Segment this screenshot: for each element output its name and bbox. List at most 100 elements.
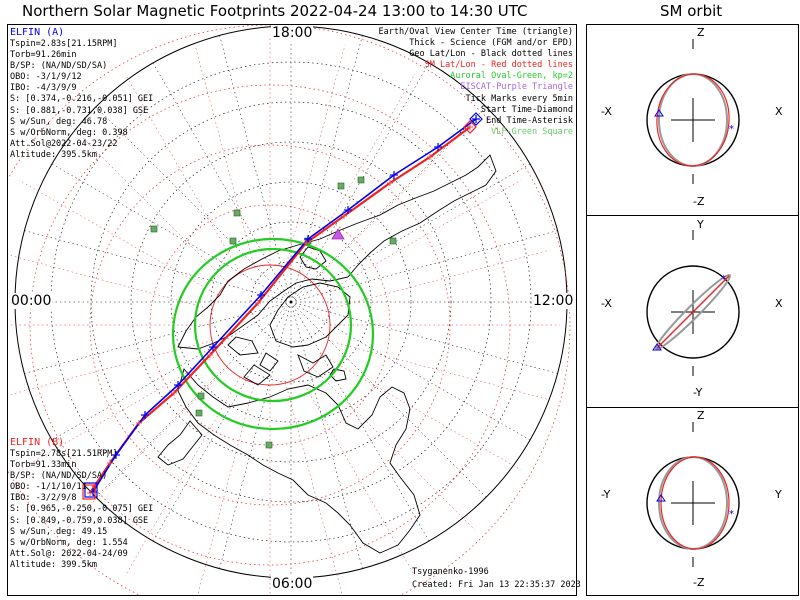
geo-lon-line	[290, 301, 363, 569]
legend-item: Geo Lat/Lon - Black dotted lines	[409, 49, 573, 60]
elfin-b-end-asterisk	[82, 484, 96, 500]
geo-lon-line	[95, 301, 292, 498]
sm-grid	[8, 25, 571, 595]
elfin-a-start-diamond	[469, 112, 483, 126]
sm-lon-line	[312, 367, 476, 531]
elfin-b-name: ELFIN (B)	[10, 437, 65, 448]
elfin-a-end-asterisk	[84, 482, 98, 498]
info-line: Tspin=2.78s[21.51RPM]	[10, 449, 118, 459]
orbit-plot-xz: *	[646, 39, 740, 184]
geo-lon-line	[24, 230, 292, 303]
vlf-square	[197, 392, 205, 400]
vlf-square	[195, 409, 203, 417]
triangle-marker	[656, 494, 666, 502]
vlf-stations	[150, 176, 397, 449]
orbit-ellipse	[654, 273, 732, 351]
legend-item: SM Lat/Lon - Red dotted lines	[424, 60, 573, 71]
sm-lon-line	[321, 179, 522, 296]
model-label: Tsyganenko-1996	[412, 567, 489, 577]
hour-label-left: 00:00	[10, 293, 53, 309]
geo-lon-line	[290, 301, 430, 542]
axis-bottom-label: -Z	[693, 576, 705, 589]
info-line: OBO: -1/1/10/11	[10, 482, 87, 493]
legend-item: Thick - Science (FGM and/or EPD)	[409, 38, 573, 49]
legend-item: Start Time-Diamond	[480, 104, 573, 115]
auroral-ovals	[171, 237, 375, 431]
created-label: Created: Fri Jan 13 22:35:37 2023	[412, 580, 581, 590]
legend: Earth/Oval View Center Time (triangle) Th…	[379, 27, 573, 138]
info-line: S w/OrbNorm, deg: 0.398	[10, 127, 128, 138]
geo-lon-line	[152, 62, 292, 303]
north-america-coast	[177, 368, 421, 554]
info-line: Att.Sol@: 2022-04-24/09	[10, 548, 128, 559]
elfin-b-lines: Tspin=2.78s[21.51RPM] Torb=91.33min B/SP: …	[10, 449, 153, 571]
axis-bottom-label: -Z	[693, 195, 705, 208]
sm-lon-line	[194, 44, 255, 268]
coastlines	[157, 154, 497, 554]
info-line: IBO: -3/2/9/8	[10, 493, 77, 504]
scandinavia-coast	[299, 246, 327, 270]
info-line: Altitude: 399.5km	[10, 559, 97, 570]
axis-right-label: Y	[775, 488, 782, 501]
info-line: Torb=91.33min	[10, 460, 77, 471]
axis-top-label: Z	[697, 26, 705, 39]
elfin-a-lines: Tspin=2.83s[21.15RPM] Torb=91.26min B/SP: …	[10, 39, 153, 161]
axis-top-label: Y	[697, 218, 704, 231]
info-line: Torb=91.26min	[10, 50, 77, 61]
elfin-a-info: ELFIN (A) Tspin=2.83s[21.15RPM] Torb=91.2…	[10, 27, 153, 161]
auroral-oval-outer	[171, 237, 375, 431]
orbit-panel-yz: * Z -Z -Y Y	[586, 407, 799, 596]
geo-lon-line	[219, 301, 292, 569]
hour-label-bottom: 06:00	[271, 576, 314, 592]
geo-lon-line	[51, 163, 292, 303]
info-line: S: [0.374,-0.216,-0.051] GEI	[10, 94, 154, 105]
info-line: S: [0.965,-0.250,-0.075] GEI	[10, 504, 154, 515]
info-line: S w/Sun, deg: 46.78	[10, 116, 108, 127]
geo-lon-line	[152, 301, 292, 542]
elfin-b-start-diamond	[463, 120, 477, 134]
orbit-line-b	[656, 275, 730, 349]
triangle-marker	[652, 343, 662, 351]
auroral-oval-inner	[193, 247, 353, 403]
axis-left-label: -Y	[601, 488, 611, 501]
info-line: OBO: -3/1/9/12	[10, 72, 82, 83]
orbit-title: SM orbit	[660, 2, 723, 20]
axis-right-label: X	[775, 297, 783, 310]
geo-lon-line	[290, 301, 558, 374]
vlf-square	[389, 237, 397, 245]
axis-right-label: X	[775, 105, 783, 118]
geo-lon-line	[51, 301, 292, 441]
hour-label-right: 12:00	[532, 293, 575, 309]
footprint-map	[8, 25, 571, 595]
info-line: S: [0.881,-0.731,0.038] GSE	[10, 105, 149, 116]
asterisk-marker: *	[721, 274, 726, 285]
orbit-panel-xy: * Y -Y -X X	[586, 215, 799, 408]
geo-lat-circle	[130, 141, 452, 463]
geo-lon-line	[290, 163, 531, 303]
axis-left-label: -X	[601, 297, 612, 310]
orbit-plot-xy: *	[646, 230, 740, 376]
info-line: S: [0.849,-0.759,0.038] GSE	[10, 515, 149, 526]
vlf-square	[265, 441, 273, 449]
geo-lon-line	[290, 35, 363, 303]
geo-lat-circle	[250, 261, 332, 343]
elfin-a-name: ELFIN (A)	[10, 27, 65, 38]
spacecraft-tracks	[82, 112, 483, 500]
orbit-plot-yz: *	[646, 422, 740, 567]
alaska-coast	[157, 420, 203, 466]
asterisk-marker: *	[729, 124, 734, 135]
info-line: B/SP: (NA/ND/SD/SA)	[10, 61, 108, 72]
geo-lon-line	[290, 230, 558, 303]
sm-lon-line	[327, 340, 551, 401]
sm-lat-circle	[8, 25, 571, 595]
vlf-square	[150, 225, 158, 233]
info-line: Tspin=2.83s[21.15RPM]	[10, 39, 118, 49]
vlf-square	[229, 237, 237, 245]
sm-lon-line	[327, 249, 551, 310]
info-line: S w/Sun, deg: 49.15	[10, 526, 108, 537]
legend-item: Tick Marks every 5min	[465, 93, 573, 104]
triangle-marker	[654, 109, 664, 117]
legend-item: End Time-Asterisk	[486, 115, 573, 126]
sm-lon-line	[285, 382, 343, 595]
orbit-ellipse-b	[656, 73, 730, 167]
